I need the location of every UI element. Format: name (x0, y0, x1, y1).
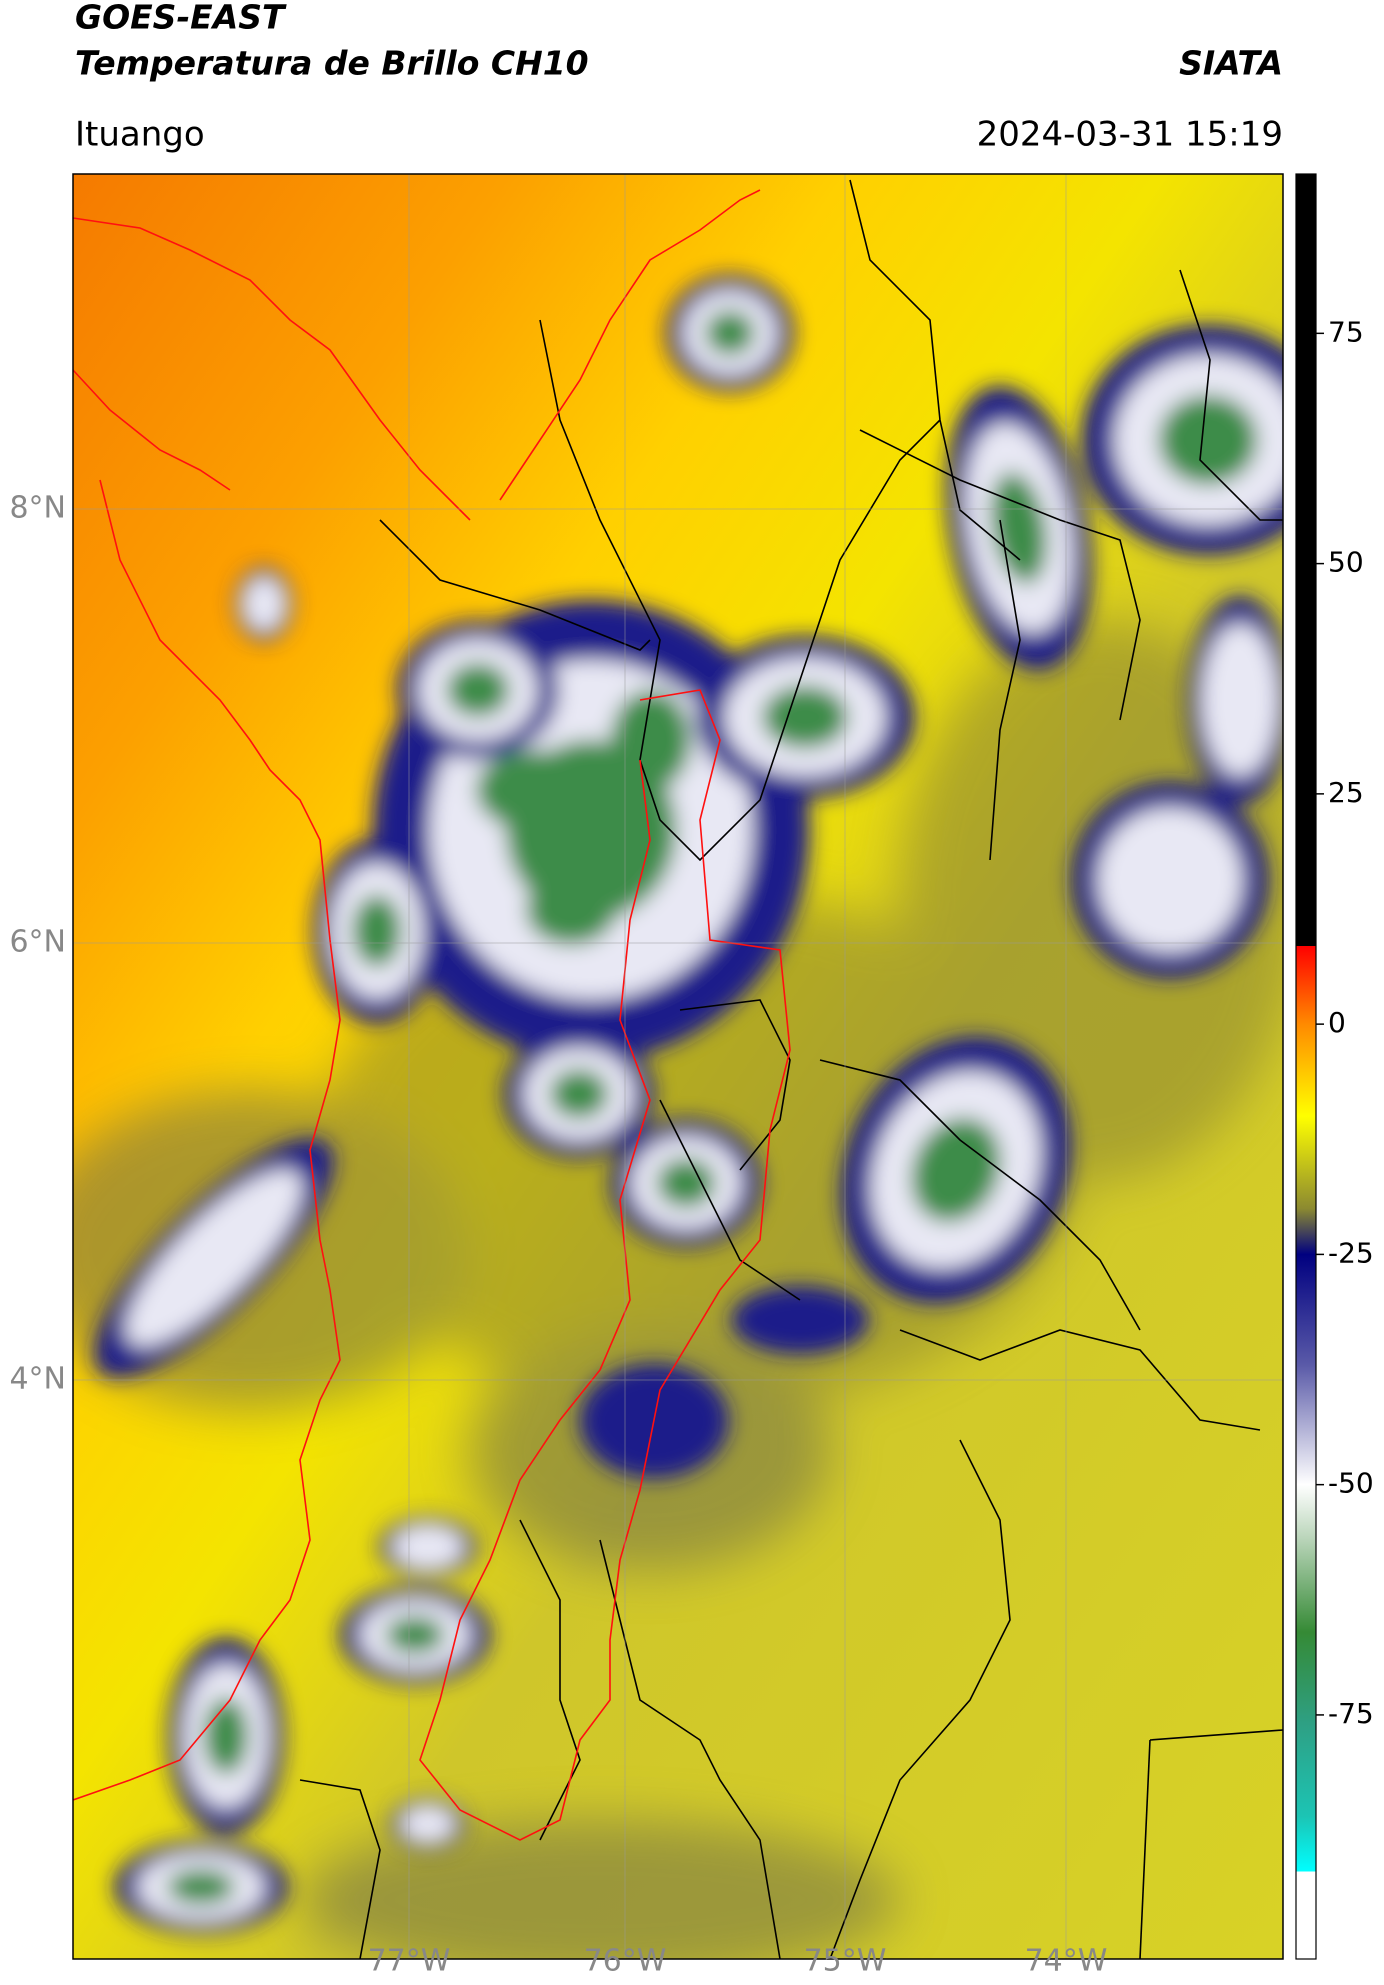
cloud-core (203, 1697, 249, 1775)
lon-label: 77°W (368, 1944, 451, 1979)
lon-label: 74°W (1025, 1944, 1108, 1979)
lat-label: 8°N (9, 491, 66, 526)
cloud-core (446, 663, 510, 717)
cloud-cold (392, 1524, 464, 1570)
location: Ituango (75, 115, 205, 155)
axis-labels: 8°N 6°N 4°N 77°W 76°W 75°W 74°W (9, 491, 1107, 1979)
colorbar-tick-label: 50 (1328, 546, 1364, 579)
lat-label: 6°N (9, 925, 66, 960)
cloud-core (911, 1117, 1001, 1223)
lat-label: 4°N (9, 1362, 66, 1397)
map-frame (72, 173, 1284, 1960)
cloud-core (611, 690, 691, 790)
cloud-core (1158, 395, 1258, 485)
colorbar-tick-label: 75 (1328, 315, 1364, 348)
colorbar-tick-label: -25 (1328, 1236, 1374, 1269)
cloud-cold (125, 1169, 303, 1347)
cloud-core (656, 1158, 716, 1208)
map (73, 174, 1283, 1959)
lon-label: 76°W (584, 1944, 667, 1979)
cloud-core (549, 1069, 609, 1119)
cloud-core (705, 310, 755, 356)
colorbar (1295, 173, 1317, 1960)
cloud-core (526, 875, 616, 945)
cloud-core (352, 895, 402, 967)
cloud-core (385, 1616, 445, 1654)
colorbar-tick-label: -50 (1328, 1467, 1374, 1500)
colorbar-tick-label: -75 (1328, 1697, 1374, 1730)
title-line1: GOES-EAST (75, 0, 287, 37)
cloud-cold (400, 1805, 456, 1843)
cloud-core (762, 685, 848, 749)
colorbar-ticks: 75 50 25 0 -25 -50 -75 (1316, 315, 1374, 1730)
colorbar-tick-label: 25 (1328, 776, 1364, 809)
organization: SIATA (1179, 44, 1283, 83)
coastline-and-dept-borders (73, 189, 791, 1841)
graticule (73, 174, 1283, 1959)
colorbar-tick-label: 0 (1328, 1006, 1346, 1039)
cloud-cold (1201, 623, 1279, 777)
lon-label: 75°W (804, 1944, 887, 1979)
cloud-cold (242, 576, 286, 632)
title-line2: Temperatura de Brillo CH10 (75, 44, 589, 83)
cloud-cold (1097, 807, 1243, 953)
admin-borders (299, 179, 1283, 1959)
datetime: 2024-03-31 15:19 (977, 115, 1283, 155)
cloud-edge (731, 1285, 869, 1355)
cloud-core (167, 1869, 235, 1905)
cloud-core (990, 472, 1048, 584)
cloud-core (476, 750, 586, 830)
